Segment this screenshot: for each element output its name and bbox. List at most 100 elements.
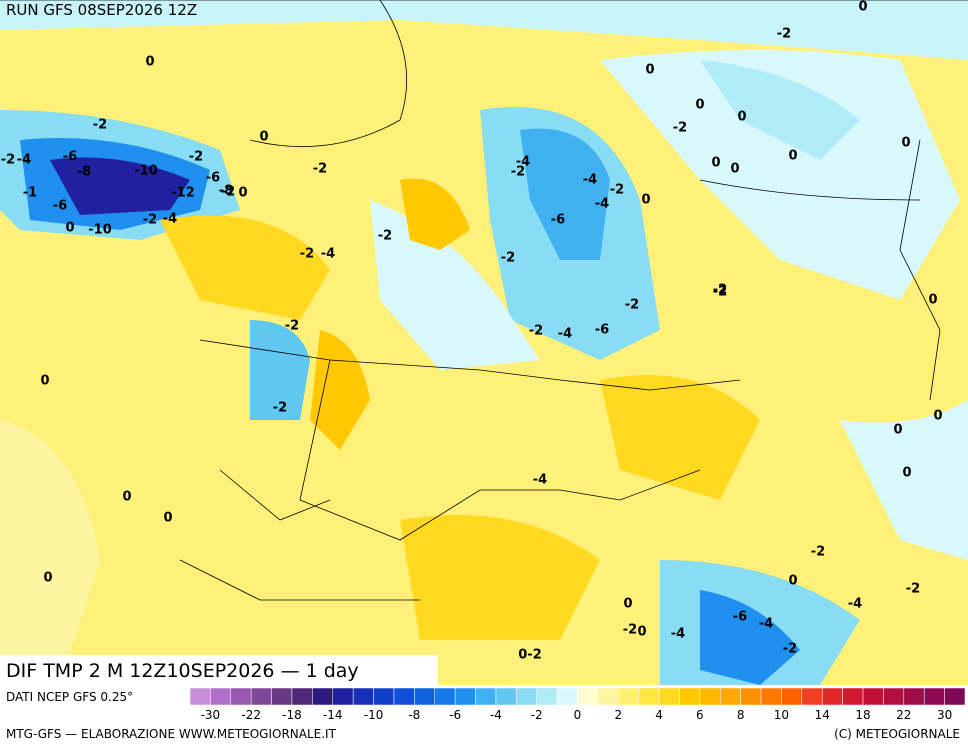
- contour-label: -2: [1, 153, 15, 168]
- contour-label: 0: [737, 110, 746, 125]
- footer-right: (C) METEOGIORNALE: [834, 727, 960, 741]
- contour-label: -6: [733, 610, 747, 625]
- contour-label: -2: [378, 229, 392, 244]
- contour-label: -2: [610, 183, 624, 198]
- colorbar-tick-label: -22: [241, 708, 261, 722]
- contour-label: 0: [145, 55, 154, 70]
- contour-label: 0: [40, 374, 49, 389]
- colorbar-swatch: [658, 687, 680, 706]
- contour-label: 0: [65, 221, 74, 236]
- colorbar-tick-label: 6: [696, 708, 704, 722]
- contour-label: -2: [529, 324, 543, 339]
- contour-label: -6: [551, 213, 565, 228]
- colorbar-swatch: [679, 687, 701, 706]
- contour-label: -2: [811, 545, 825, 560]
- contour-label: -2: [906, 582, 920, 597]
- colorbar-swatch: [862, 687, 884, 706]
- contour-labels: -2 -4 -6-8 -10-12-1-60 -10-2 -4-2-2-6-2-8 0-2-…: [1, 0, 943, 663]
- contour-label: -2: [93, 118, 107, 133]
- contour-label: 0: [259, 130, 268, 145]
- colorbar-swatch: [903, 687, 925, 706]
- colorbar-swatch: [414, 687, 435, 706]
- colorbar-swatch: [393, 687, 415, 706]
- contour-label: -4: [163, 212, 177, 227]
- contour-label: -2: [221, 185, 235, 200]
- contour-label: -2: [783, 642, 797, 657]
- colorbar-swatch: [271, 687, 293, 706]
- colorbar-tick-label: -8: [408, 708, 420, 722]
- colorbar-swatch: [842, 687, 864, 706]
- contour-label: -2: [623, 623, 637, 638]
- colorbar-swatch: [475, 687, 497, 706]
- colorbar-swatch: [373, 687, 395, 706]
- colorbar-tick-label: 0: [574, 708, 582, 722]
- colorbar-swatch: [821, 687, 843, 706]
- map-field: [0, 0, 968, 685]
- contour-label: -2: [300, 247, 314, 262]
- colorbar-swatch: [556, 687, 578, 706]
- contour-label: -4: [533, 473, 547, 488]
- colorbar-tick-label: 8: [737, 708, 745, 722]
- colorbar-swatch: [250, 687, 272, 706]
- colorbar-tick-label: -2: [531, 708, 543, 722]
- colorbar-tick-label: 14: [815, 708, 830, 722]
- contour-label: 0: [893, 423, 902, 438]
- contour-label: -8: [77, 165, 91, 180]
- colorbar-tick-label: -4: [490, 708, 502, 722]
- contour-label: -2: [143, 213, 157, 228]
- colorbar-swatch: [536, 687, 558, 706]
- colorbar-tick-label: 10: [774, 708, 789, 722]
- contour-label: 0: [122, 490, 131, 505]
- contour-label: -6: [595, 323, 609, 338]
- contour-label: 0: [645, 63, 654, 78]
- contour-label: -8: [219, 184, 233, 199]
- colorbar-tick-label: 18: [855, 708, 870, 722]
- contour-label: 0: [928, 293, 937, 308]
- colorbar-swatch: [434, 687, 456, 706]
- colorbar-tick-label: 2: [614, 708, 622, 722]
- contour-label: -12: [171, 186, 195, 201]
- colorbar-swatch: [801, 687, 823, 706]
- contour-label: 0: [695, 98, 704, 113]
- colorbar-swatch: [720, 687, 741, 706]
- contour-label: -2: [511, 165, 525, 180]
- contour-label: -4: [558, 327, 572, 342]
- contour-label: 0: [933, 409, 942, 424]
- run-label: RUN GFS 08SEP2026 12Z: [6, 1, 197, 19]
- colorbar-swatch: [454, 687, 476, 706]
- footer-left: MTG-GFS — ELABORAZIONE WWW.METEOGIORNALE…: [6, 727, 337, 741]
- colorbar-tick-label: -14: [323, 708, 343, 722]
- contour-label: 0: [711, 156, 720, 171]
- colorbar-swatch: [883, 687, 905, 706]
- colorbar-swatch: [352, 687, 374, 706]
- contour-label: 0: [637, 625, 646, 640]
- contour-label: 0-2: [518, 648, 542, 663]
- contour-label: -2: [285, 319, 299, 334]
- map-title: DIF TMP 2 M 12Z10SEP2026 — 1 day: [6, 660, 359, 682]
- colorbar-swatch: [944, 687, 966, 706]
- colorbar-tick-label: 22: [896, 708, 911, 722]
- colorbar-swatch: [740, 687, 762, 706]
- colorbar-tick-label: -18: [282, 708, 302, 722]
- title-box: [0, 655, 438, 685]
- contour-label: -2: [673, 121, 687, 136]
- contour-label: -2: [501, 251, 515, 266]
- colorbar-swatch: [189, 687, 211, 706]
- colorbar-swatch: [699, 687, 721, 706]
- contour-label: 0: [730, 162, 739, 177]
- colorbar-swatch: [312, 687, 334, 706]
- contour-label: 0: [858, 0, 867, 15]
- contour-label: -4: [595, 197, 609, 212]
- colorbar-swatch: [597, 687, 619, 706]
- contour-label: 0: [788, 149, 797, 164]
- contour-label: 0: [238, 186, 247, 201]
- contour-label: -4: [759, 617, 773, 632]
- colorbar-tick-label: -10: [364, 708, 384, 722]
- contour-label: -10: [88, 223, 112, 238]
- contour-label: -4: [848, 597, 862, 612]
- contour-label: 0: [623, 597, 632, 612]
- colorbar-tick-label: -30: [201, 708, 221, 722]
- colorbar-tick-label: -6: [449, 708, 461, 722]
- contour-label: -2: [313, 162, 327, 177]
